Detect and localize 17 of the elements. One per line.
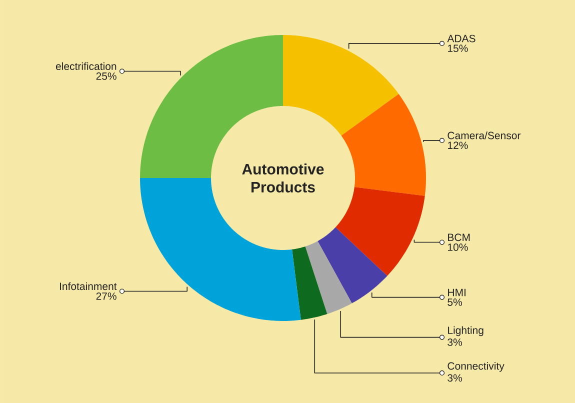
slice-label: Lighting [448,326,484,336]
data-label: 15% [448,44,468,52]
slice-label: Infotainment [60,282,117,290]
slice-label: ADAS [447,34,476,42]
data-label: 3% [448,338,462,346]
data-label: 25% [96,72,116,80]
data-label: 3% [448,374,462,382]
slice-label: BCM [448,234,470,242]
slice-label: Camera/Sensor [448,132,521,140]
slice-label: electrification [56,62,116,70]
data-label: 27% [96,292,116,300]
slice-label: Connectivity [448,362,504,372]
data-label: 5% [448,298,462,306]
slice-label: HMI [448,288,466,296]
text: Automotive Products [242,163,324,192]
data-label: 12% [448,142,468,150]
data-label: 10% [448,243,468,251]
